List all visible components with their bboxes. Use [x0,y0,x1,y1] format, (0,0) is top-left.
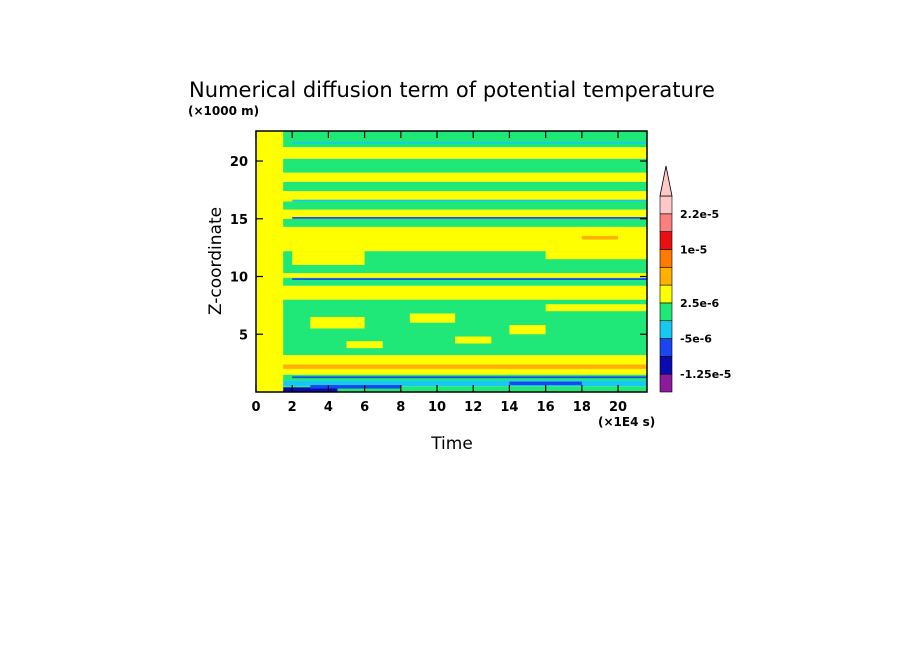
band-9 [256,273,647,278]
colorbar-label: 2.5e-6 [680,297,720,310]
patch-1 [310,385,401,389]
band-15 [256,191,647,202]
patch-0 [283,387,338,392]
x-tick-label: 10 [428,400,446,415]
band-20 [256,131,647,148]
y-tick-label: 15 [230,213,248,228]
band-12 [256,218,647,227]
band-5 [256,355,647,365]
band-7 [256,285,647,300]
y-tick-label: 10 [230,271,248,286]
patch-11 [292,278,647,280]
patch-15 [292,217,647,219]
plot-frame [255,130,648,393]
patch-17 [292,141,647,144]
colorbar-extend-arrow [659,165,673,197]
x-axis-label: Time [430,434,473,454]
colorbar-label: 1e-5 [680,243,707,256]
chart-title: Numerical diffusion term of potential te… [189,78,715,102]
colorbar-swatch [659,302,673,322]
band-17 [256,172,647,182]
colorbar-swatch [659,338,673,357]
band-13 [256,209,647,219]
colorbar-swatch [659,373,673,393]
x-tick-label: 14 [500,400,518,415]
x-tick-label: 4 [324,400,333,415]
band-8 [256,277,647,286]
patch-12 [292,251,365,265]
colorbar-swatch [659,266,673,286]
y-tick-label: 20 [230,155,248,170]
colorbar-swatch [659,231,673,250]
x-unit-label: (×1E4 s) [598,415,655,429]
x-ticks: 0 2 4 6 8 10 12 14 16 18 20 [251,131,627,415]
y-unit-label: (×1000 m) [188,104,259,118]
x-tick-label: 0 [251,400,260,415]
patch-4 [256,131,284,392]
colorbar-label: 2.2e-5 [680,208,719,221]
y-ticks: 5 10 15 20 [230,155,647,343]
patch-10 [545,304,647,312]
x-tick-label: 6 [360,400,369,415]
band-18 [256,158,647,173]
colorbar-swatch [659,284,673,304]
band-3 [256,368,647,375]
x-tick-label: 8 [396,400,405,415]
colorbar: -1.25e-5 -5e-6 2.5e-6 1e-5 2.2e-5 [659,165,731,393]
patch-3 [292,376,647,379]
band-16 [256,181,647,192]
x-tick-label: 18 [573,400,591,415]
colorbar-swatch [659,213,673,232]
y-axis-label: Z-coordinate [206,207,226,315]
colorbar-swatch [659,249,673,268]
colorbar-label: -5e-6 [680,333,712,346]
x-tick-label: 12 [464,400,482,415]
x-tick-label: 16 [537,400,555,415]
patch-8 [346,341,383,349]
colorbar-swatch [659,356,673,375]
colorbar-label: -1.25e-5 [680,368,731,381]
patch-2 [509,381,582,386]
patch-6 [409,313,456,323]
patch-7 [509,325,546,335]
patch-16 [292,199,647,202]
x-tick-label: 2 [288,400,297,415]
plot-area [255,130,648,393]
patch-5 [310,316,365,329]
band-19 [256,147,647,159]
patch-13 [545,251,647,260]
band-14 [256,201,647,210]
patch-9 [455,336,492,344]
colorbar-swatch [659,320,673,339]
x-tick-label: 20 [609,400,627,415]
band-1 [256,380,647,387]
patch-14 [581,236,619,240]
colorbar-swatch [659,195,673,215]
band-0 [256,386,647,392]
band-4 [256,364,647,369]
y-tick-label: 5 [239,328,248,343]
